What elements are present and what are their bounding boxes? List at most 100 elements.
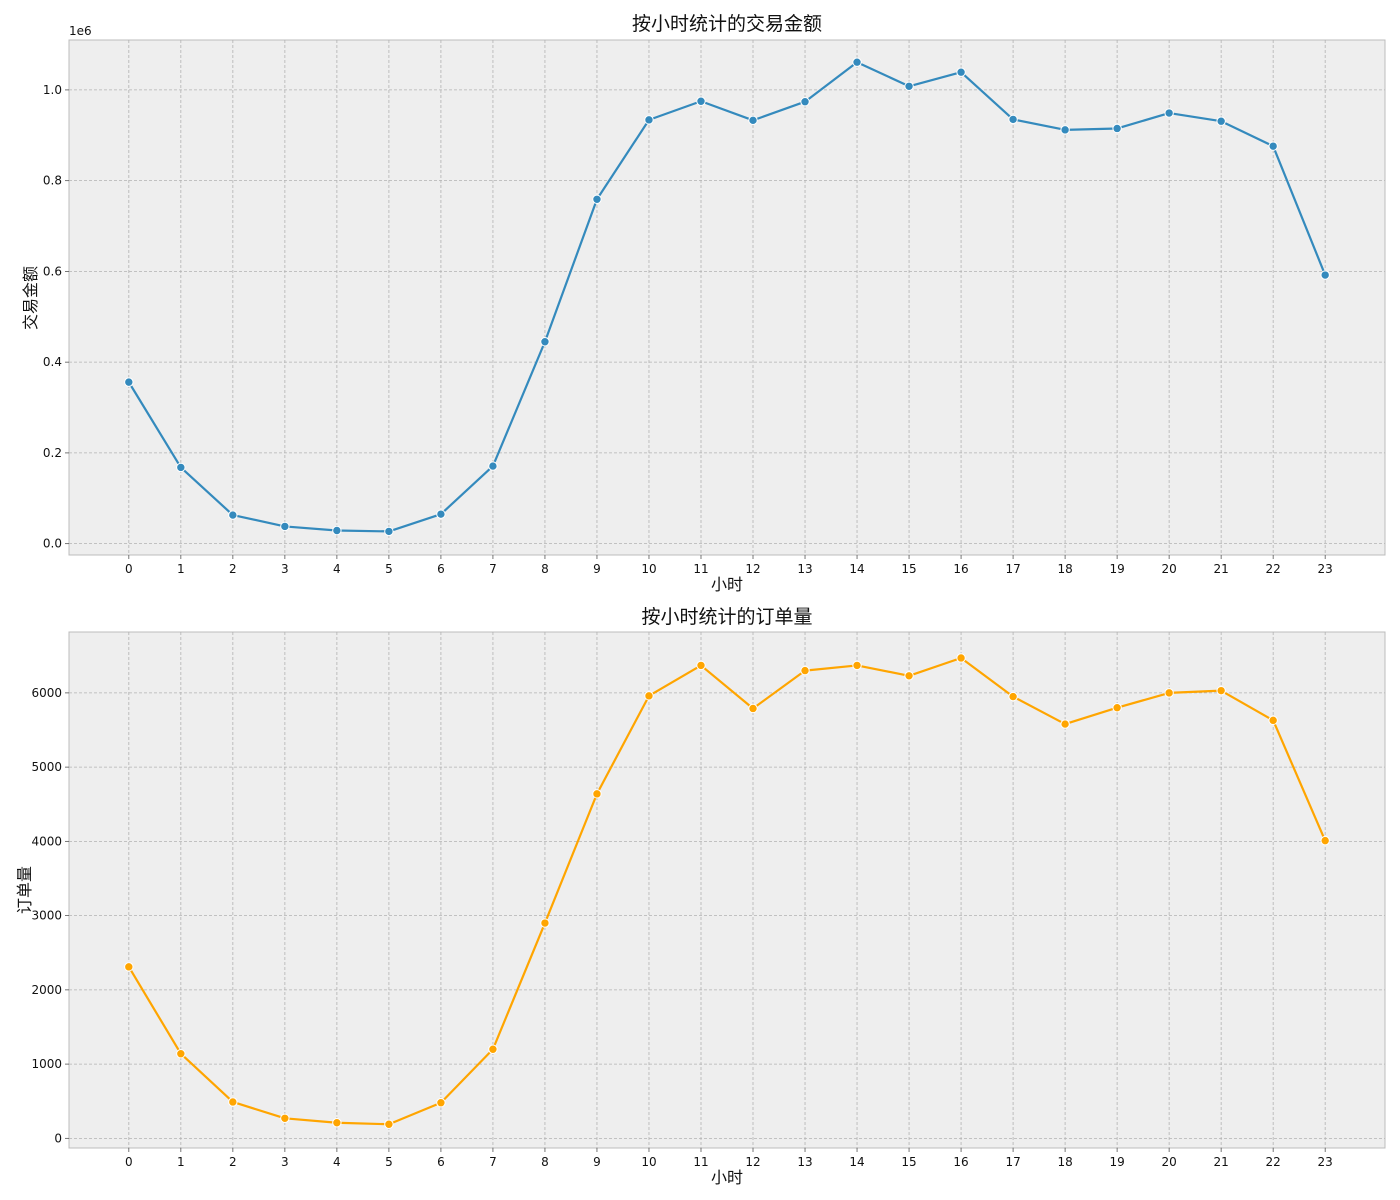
data-point xyxy=(124,377,134,387)
x-tick-label: 9 xyxy=(593,562,601,576)
x-tick-label: 13 xyxy=(797,562,812,576)
y-tick-label: 0.0 xyxy=(43,537,62,551)
data-point xyxy=(228,510,238,520)
data-point xyxy=(384,1119,394,1129)
data-point xyxy=(696,96,706,106)
x-tick-label: 7 xyxy=(489,1155,497,1169)
data-point xyxy=(228,1097,238,1107)
data-point xyxy=(1060,719,1070,729)
data-point xyxy=(1008,114,1018,125)
x-tick-label: 10 xyxy=(641,1155,656,1169)
x-tick-label: 14 xyxy=(849,1155,864,1169)
data-point xyxy=(1164,688,1174,698)
data-point xyxy=(800,665,810,676)
x-tick-label: 12 xyxy=(745,562,760,576)
data-point xyxy=(1112,703,1122,713)
x-tick-label: 17 xyxy=(1005,562,1020,576)
x-tick-label: 4 xyxy=(333,562,341,576)
x-tick-label: 5 xyxy=(385,1155,393,1169)
data-point xyxy=(800,97,810,107)
x-tick-label: 22 xyxy=(1266,562,1281,576)
data-point xyxy=(1112,123,1122,134)
data-point xyxy=(1216,685,1226,696)
data-point xyxy=(488,1044,498,1054)
plot-background xyxy=(68,631,1386,1149)
x-tick-label: 16 xyxy=(953,562,968,576)
chart-title: 按小时统计的交易金额 xyxy=(632,13,822,35)
y-tick-label: 3000 xyxy=(31,909,62,923)
x-tick-label: 21 xyxy=(1214,1155,1229,1169)
y-tick-label: 1000 xyxy=(31,1057,62,1071)
y-axis-label: 交易金额 xyxy=(21,266,40,330)
series-line xyxy=(127,61,1327,533)
data-point xyxy=(332,1118,342,1128)
y-tick-label: 0.6 xyxy=(43,264,62,278)
x-tick-label: 8 xyxy=(541,1155,549,1169)
data-point xyxy=(176,462,186,473)
x-tick-label: 12 xyxy=(745,1155,760,1169)
chart-transaction-amount: 0 1 2 3 4 5 6 7 8 9 10 11 12 13 14 15 16 17 18 19 20 21 22 230.… xyxy=(21,13,1386,594)
y-tick-label: 0 xyxy=(54,1131,62,1145)
data-point xyxy=(592,194,602,204)
data-point xyxy=(956,653,966,663)
x-tick-label: 5 xyxy=(385,562,393,576)
x-tick-label: 2 xyxy=(229,1155,237,1169)
data-point xyxy=(1320,270,1330,280)
data-point xyxy=(436,509,446,519)
x-tick-label: 0 xyxy=(125,562,133,576)
y-tick-label: 1.0 xyxy=(43,83,62,97)
data-point xyxy=(852,660,862,671)
data-point xyxy=(1268,715,1278,726)
data-point xyxy=(1320,835,1330,846)
data-point xyxy=(176,1049,186,1059)
x-tick-label: 11 xyxy=(693,562,708,576)
plot-background xyxy=(68,39,1386,556)
x-tick-label: 13 xyxy=(797,1155,812,1169)
data-point xyxy=(592,789,602,799)
data-point xyxy=(488,461,498,471)
data-point xyxy=(280,1113,290,1124)
x-tick-label: 1 xyxy=(177,562,185,576)
y-tick-label: 4000 xyxy=(31,834,62,848)
series-line xyxy=(127,656,1327,1126)
x-tick-label: 23 xyxy=(1318,562,1333,576)
data-point xyxy=(1060,125,1070,135)
data-point xyxy=(124,962,134,972)
data-point xyxy=(384,526,394,537)
y-tick-label: 2000 xyxy=(31,983,62,997)
x-tick-label: 23 xyxy=(1318,1155,1333,1169)
x-tick-label: 18 xyxy=(1057,562,1072,576)
x-tick-label: 1 xyxy=(177,1155,185,1169)
x-tick-label: 8 xyxy=(541,562,549,576)
x-axis-label: 小时 xyxy=(711,575,743,594)
data-point xyxy=(1008,691,1018,702)
chart-order-count: 0 1 2 3 4 5 6 7 8 9 10 11 12 13 14 15 16 17 18 19 20 21 22 2301… xyxy=(15,606,1386,1187)
data-point xyxy=(1164,108,1174,118)
data-point xyxy=(436,1098,446,1108)
data-point xyxy=(904,81,914,91)
data-point xyxy=(1216,116,1226,126)
x-tick-label: 11 xyxy=(693,1155,708,1169)
y-tick-label: 6000 xyxy=(31,686,62,700)
x-tick-label: 20 xyxy=(1161,562,1176,576)
data-point xyxy=(540,918,550,928)
data-point xyxy=(748,703,758,714)
x-tick-label: 22 xyxy=(1266,1155,1281,1169)
y-tick-label: 0.8 xyxy=(43,174,62,188)
x-tick-label: 10 xyxy=(641,562,656,576)
y-offset-label: 1e6 xyxy=(69,24,92,38)
data-point xyxy=(280,521,290,532)
x-tick-label: 7 xyxy=(489,562,497,576)
data-point xyxy=(1268,141,1278,151)
x-tick-label: 15 xyxy=(901,1155,916,1169)
plot-area: 0 1 2 3 4 5 6 7 8 9 10 11 12 13 14 15 16 17 18 19 20 21 22 230.… xyxy=(43,39,1386,576)
x-tick-label: 9 xyxy=(593,1155,601,1169)
plot-area: 0 1 2 3 4 5 6 7 8 9 10 11 12 13 14 15 16 17 18 19 20 21 22 2301… xyxy=(31,631,1386,1169)
x-tick-label: 6 xyxy=(437,1155,445,1169)
data-point xyxy=(696,660,706,671)
data-point xyxy=(956,67,966,77)
y-axis-label: 订单量 xyxy=(15,866,34,914)
data-point xyxy=(540,337,550,347)
x-tick-label: 21 xyxy=(1214,562,1229,576)
